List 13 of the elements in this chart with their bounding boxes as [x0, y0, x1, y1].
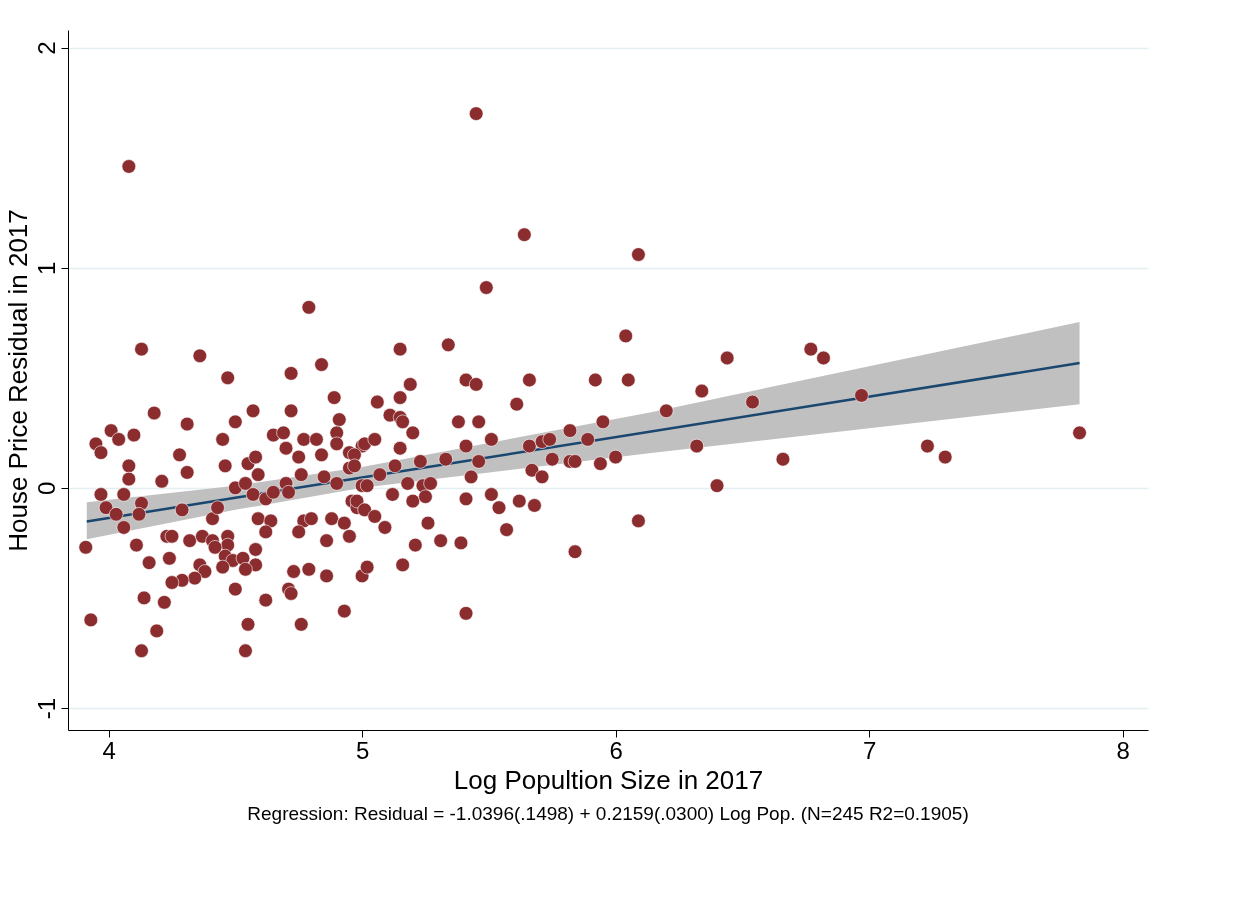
- x-tick-label: 5: [355, 736, 370, 764]
- y-axis-title: House Price Residual in 2017: [2, 209, 33, 552]
- text: Regression: Residual = -1.0396(.1498) + 0.2159(.0300) Log Pop. (N=245 R2=0.1905): [247, 803, 969, 824]
- x-tick-label: 6: [609, 736, 623, 764]
- x-tick-label: 8: [1116, 736, 1130, 764]
- y-tick-label: 1: [32, 261, 60, 275]
- y-tick-label: 0: [32, 481, 60, 496]
- x-tick-label: 4: [102, 736, 116, 764]
- y-tick-label: 2: [32, 41, 60, 55]
- y-tick-label: -1: [32, 697, 60, 720]
- x-axis-title: Log Popultion Size in 2017: [453, 764, 764, 795]
- line-series: [85, 361, 1081, 523]
- x-tick-label: 7: [862, 736, 877, 764]
